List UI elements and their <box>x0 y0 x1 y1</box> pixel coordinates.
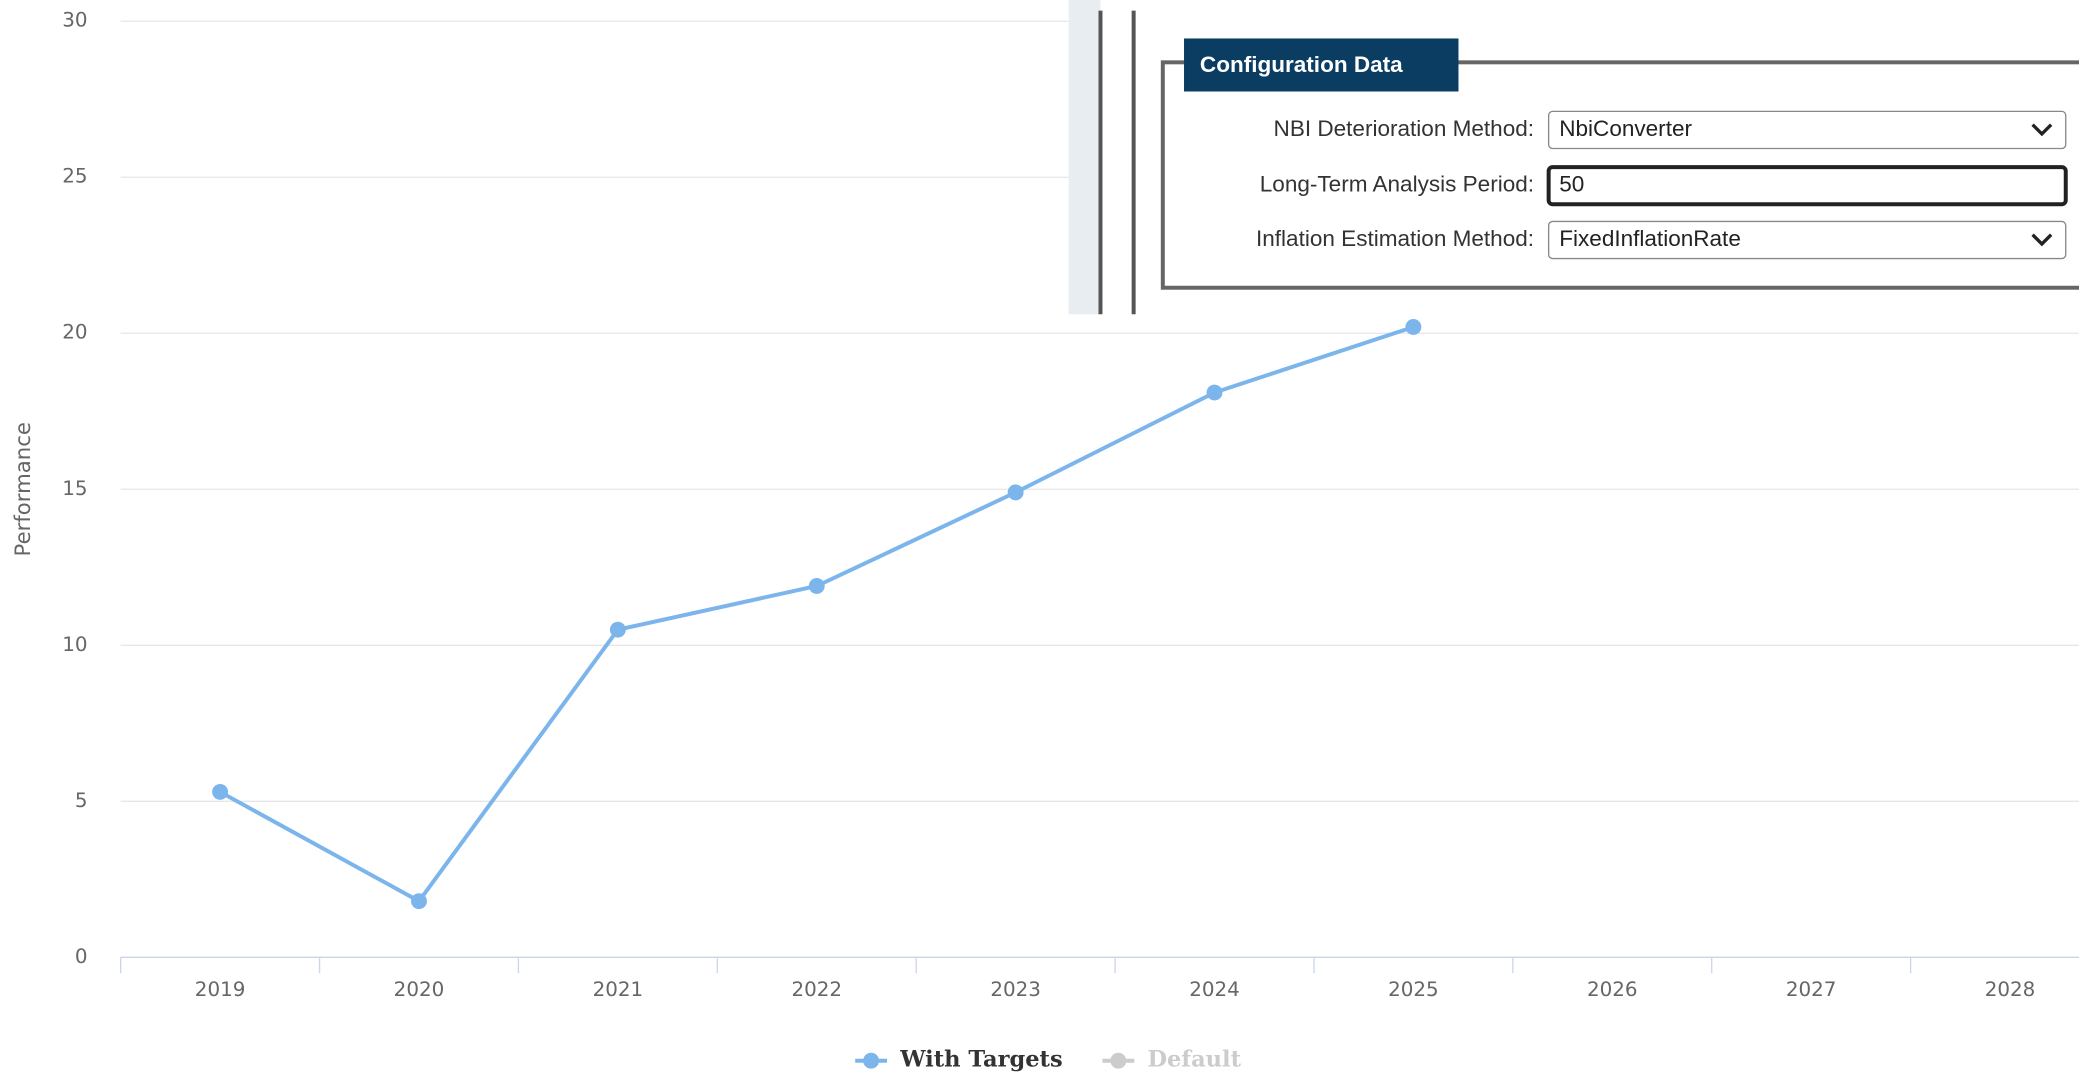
field-label: Inflation Estimation Method: <box>1256 226 1534 251</box>
field-label: Long-Term Analysis Period: <box>1260 172 1534 197</box>
y-tick-label: 25 <box>62 165 87 188</box>
x-tick-label: 2024 <box>1189 978 1240 1001</box>
input-value[interactable]: 50 <box>1559 172 1584 197</box>
x-tick-label: 2021 <box>593 978 644 1001</box>
x-tick-label: 2028 <box>1985 978 2036 1001</box>
y-tick-label: 0 <box>75 945 88 968</box>
x-tick-label: 2023 <box>990 978 1041 1001</box>
y-tick-label: 10 <box>62 633 87 656</box>
dropdown-arrow <box>2031 233 2053 247</box>
y-axis-title: Performance <box>11 422 36 556</box>
fieldset-legend <box>1184 38 1459 92</box>
x-tick-label: 2026 <box>1587 978 1638 1001</box>
y-tick-label: 20 <box>62 321 87 344</box>
legend-item[interactable]: With Targets <box>899 1047 1062 1073</box>
x-tick-label: 2027 <box>1786 978 1837 1001</box>
data-point <box>609 621 626 638</box>
data-point <box>1206 384 1223 401</box>
dropdown-arrow <box>2031 123 2053 137</box>
dropdown[interactable] <box>1547 220 2067 260</box>
y-tick-label: 30 <box>62 9 87 32</box>
legend-symbol[interactable] <box>1110 1052 1127 1069</box>
series-line <box>219 325 1415 904</box>
x-tick-label: 2019 <box>195 978 246 1001</box>
dropdown-value[interactable]: FixedInflationRate <box>1559 226 1741 251</box>
dropdown-value[interactable]: NbiConverter <box>1559 116 1692 141</box>
x-tick-label: 2020 <box>394 978 445 1001</box>
text-input[interactable] <box>1546 165 2068 207</box>
panel-title: Configuration Data <box>1200 52 1403 77</box>
field-label: NBI Deterioration Method: <box>1274 116 1535 141</box>
data-point <box>411 893 427 910</box>
legend-item[interactable]: Default <box>1148 1047 1242 1073</box>
y-tick-label: 5 <box>75 789 88 812</box>
legend-symbol[interactable] <box>863 1052 880 1069</box>
fieldset <box>1160 60 2079 290</box>
data-point <box>808 578 825 594</box>
data-point <box>212 783 229 800</box>
dropdown[interactable] <box>1547 110 2067 150</box>
data-point <box>1405 319 1422 335</box>
x-tick-label: 2025 <box>1388 978 1439 1001</box>
data-point <box>1007 484 1024 501</box>
y-tick-label: 15 <box>62 477 87 500</box>
config-panel: Configuration Data NBI Deterioration Met… <box>1068 0 2079 315</box>
panel-strip <box>1068 0 1101 315</box>
x-tick-label: 2022 <box>791 978 842 1001</box>
